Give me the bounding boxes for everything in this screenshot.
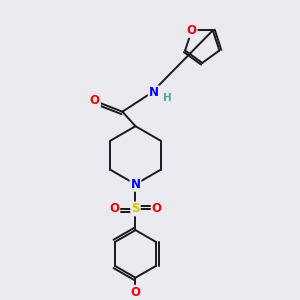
Text: O: O bbox=[152, 202, 162, 215]
Text: N: N bbox=[149, 86, 159, 99]
Text: O: O bbox=[187, 24, 197, 37]
Text: S: S bbox=[131, 202, 140, 215]
Text: N: N bbox=[130, 178, 140, 191]
Text: H: H bbox=[163, 93, 172, 103]
Text: O: O bbox=[109, 202, 119, 215]
Text: O: O bbox=[130, 286, 140, 299]
Text: O: O bbox=[90, 94, 100, 106]
